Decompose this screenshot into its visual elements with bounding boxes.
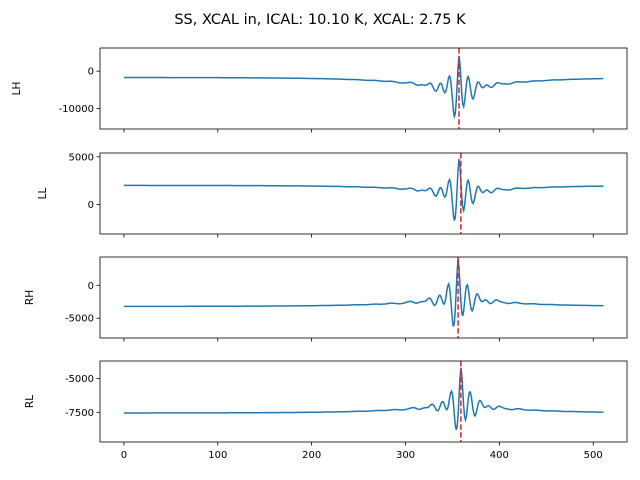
y-axis-label: LL [37,188,49,200]
y-tick-label: -5000 [65,314,94,325]
axes-frame [99,152,628,235]
y-tick-label: 0 [88,281,94,292]
axes-frame [99,360,628,443]
series-line-ll [123,158,604,221]
y-tick-label: 0 [88,200,94,211]
y-tick-label: -10000 [59,104,94,115]
series-line-lh [123,56,604,120]
axes-frame [99,256,628,339]
x-tick-label: 0 [121,450,127,461]
x-tick-label: 400 [490,450,509,461]
y-tick-label: -7500 [65,408,94,419]
series-line-rh [123,259,604,327]
y-axis-label: RH [24,290,36,305]
y-tick-label: -5000 [65,374,94,385]
subplot-rl: -7500 -5000 RL 0 100 200 300 400 500 [24,360,628,461]
x-tick-label: 200 [302,450,321,461]
y-axis-label: LH [11,82,23,96]
subplot-ll: 0 5000 LL [37,152,628,238]
series-line-rl [123,367,604,431]
subplot-rh: -5000 0 RH [24,256,628,342]
chart-title: SS, XCAL in, ICAL: 10.10 K, XCAL: 2.75 K [174,12,466,28]
y-tick-label: 0 [88,67,94,78]
x-tick-label: 100 [208,450,227,461]
y-tick-label: 5000 [69,152,94,163]
x-tick-label: 500 [584,450,603,461]
axes-frame [99,47,628,130]
y-axis-label: RL [24,395,36,408]
x-tick-label: 300 [396,450,415,461]
subplot-grid: -10000 0 LH 0 5000 LL -5000 0 RH -7500 -5000 RL 0 100… [11,47,628,461]
subplot-lh: -10000 0 LH [11,47,628,133]
